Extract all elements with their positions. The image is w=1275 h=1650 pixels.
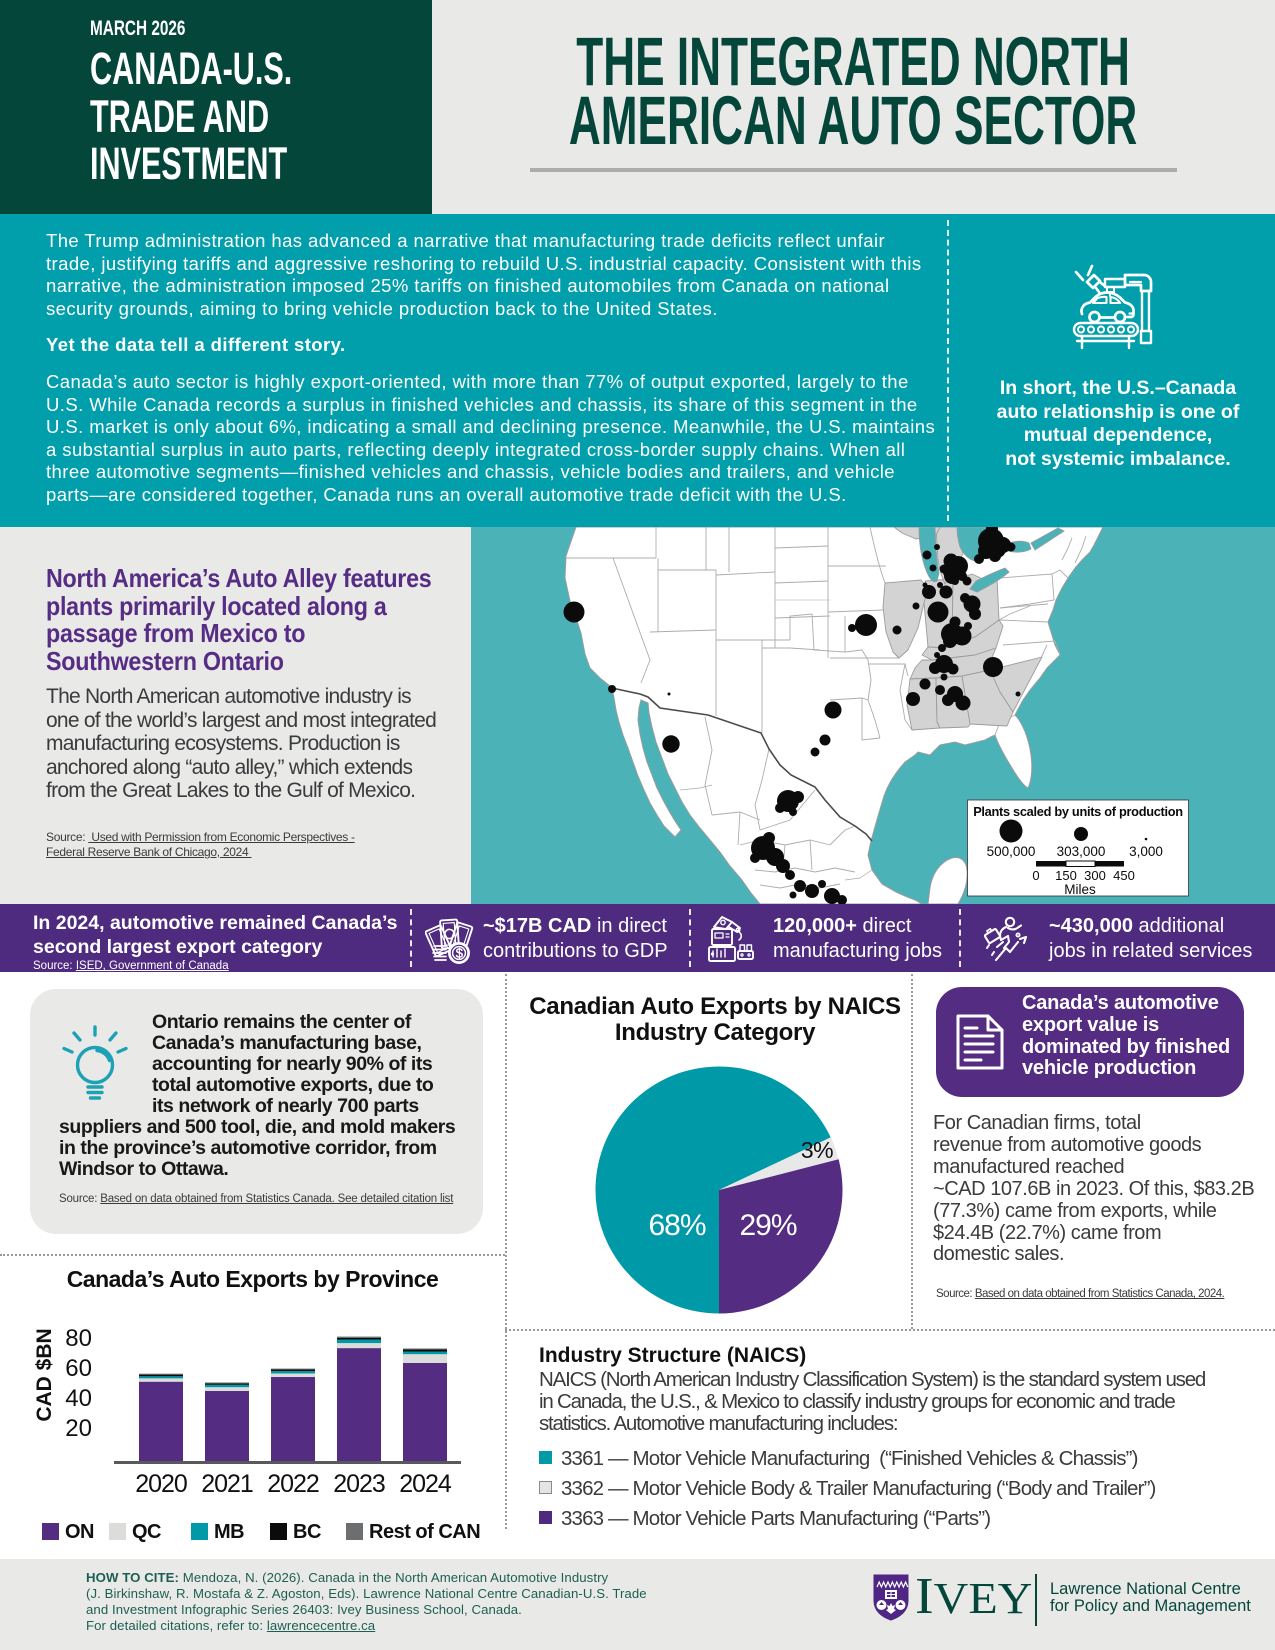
svg-text:303,000: 303,000	[1057, 844, 1106, 859]
svg-text:450: 450	[1113, 868, 1135, 883]
svg-text:0: 0	[1032, 868, 1039, 883]
svg-text:300: 300	[1084, 868, 1106, 883]
svg-text:500,000: 500,000	[987, 844, 1036, 859]
svg-text:Miles: Miles	[1064, 882, 1096, 897]
svg-text:68%: 68%	[648, 1209, 705, 1242]
svg-text:150: 150	[1055, 868, 1077, 883]
svg-text:$: $	[456, 946, 464, 961]
svg-text:Plants scaled by units of prod: Plants scaled by units of production	[973, 804, 1183, 819]
svg-text:29%: 29%	[739, 1209, 796, 1242]
svg-text:3,000: 3,000	[1129, 844, 1163, 859]
svg-text:3%: 3%	[801, 1137, 833, 1163]
